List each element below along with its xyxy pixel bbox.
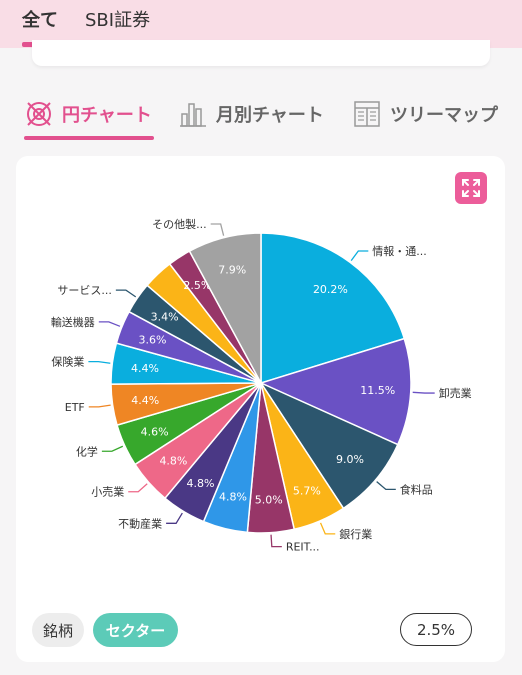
leader-line xyxy=(270,534,282,548)
leader-line xyxy=(210,223,225,236)
slice-category-label: 情報・通... xyxy=(372,245,427,258)
leader-line xyxy=(412,391,435,394)
slice-value-label: 3.6% xyxy=(138,333,166,346)
slice-category-label: 食料品 xyxy=(400,482,433,496)
bar-chart-icon xyxy=(178,99,208,129)
tab-treemap-label: ツリーマップ xyxy=(390,105,498,126)
slice-value-label: 4.8% xyxy=(186,477,214,490)
stock-button[interactable]: 銘柄 xyxy=(32,613,84,647)
pie-slice[interactable] xyxy=(260,232,406,385)
slice-value-label: 11.5% xyxy=(360,384,395,397)
slice-value-label: 3.4% xyxy=(151,311,179,324)
slice-category-label: その他製... xyxy=(152,217,207,231)
slice-value-label: 4.4% xyxy=(131,394,159,407)
threshold-button[interactable]: 2.5% xyxy=(400,613,472,646)
slice-category-label: 保険業 xyxy=(51,355,84,369)
slice-category-label: 卸売業 xyxy=(439,386,472,400)
slice-value-label: 4.6% xyxy=(141,426,169,439)
pie-slice[interactable] xyxy=(258,381,399,510)
slice-value-label: 20.2% xyxy=(313,283,348,296)
slice-value-label: 4.8% xyxy=(159,455,187,468)
view-tab-indicator xyxy=(24,136,154,140)
slice-value-label: 9.0% xyxy=(336,453,364,466)
slice-category-label: 銀行業 xyxy=(339,527,372,541)
expand-button[interactable] xyxy=(455,172,487,204)
leader-line xyxy=(376,481,396,491)
leader-line xyxy=(115,289,137,298)
slice-category-label: 小売業 xyxy=(91,486,124,499)
pie-slice[interactable] xyxy=(188,232,262,384)
tab-monthly-chart[interactable]: 月別チャート xyxy=(178,98,324,130)
slice-category-label: 不動産業 xyxy=(118,516,162,530)
slice-category-label: ETF xyxy=(65,401,85,414)
slice-value-label: 7.9% xyxy=(218,264,246,277)
slice-category-label: 輸送機器 xyxy=(51,315,95,329)
leader-line xyxy=(98,321,121,327)
slice-value-label: 5.7% xyxy=(293,485,321,498)
slice-value-label: 5.0% xyxy=(255,494,283,507)
tab-monthly-chart-label: 月別チャート xyxy=(216,105,324,126)
leader-line xyxy=(350,250,369,262)
leader-line xyxy=(88,361,111,364)
slice-value-label: 2.5% xyxy=(183,279,211,292)
pie-chart-icon xyxy=(24,99,54,129)
treemap-icon xyxy=(352,99,382,129)
summary-card xyxy=(32,40,490,66)
slice-value-label: 4.4% xyxy=(131,362,159,375)
pie-slice[interactable] xyxy=(258,337,412,446)
slice-category-label: 化学 xyxy=(76,444,98,458)
leader-line xyxy=(88,404,111,408)
expand-icon xyxy=(462,179,480,197)
leader-line xyxy=(101,445,124,452)
tab-treemap[interactable]: ツリーマップ xyxy=(352,98,498,130)
leader-line xyxy=(128,483,148,493)
tab-pie-chart[interactable]: 円チャート xyxy=(24,98,152,130)
tab-all[interactable]: 全て xyxy=(22,10,58,31)
sector-button[interactable]: セクター xyxy=(93,613,178,647)
leader-line xyxy=(319,522,336,535)
tab-pie-chart-label: 円チャート xyxy=(62,105,152,126)
slice-category-label: サービス... xyxy=(57,284,112,297)
slice-category-label: REIT... xyxy=(286,541,320,554)
leader-line xyxy=(166,512,183,524)
tab-sbi[interactable]: SBI証券 xyxy=(85,10,151,31)
slice-value-label: 4.8% xyxy=(219,491,247,504)
